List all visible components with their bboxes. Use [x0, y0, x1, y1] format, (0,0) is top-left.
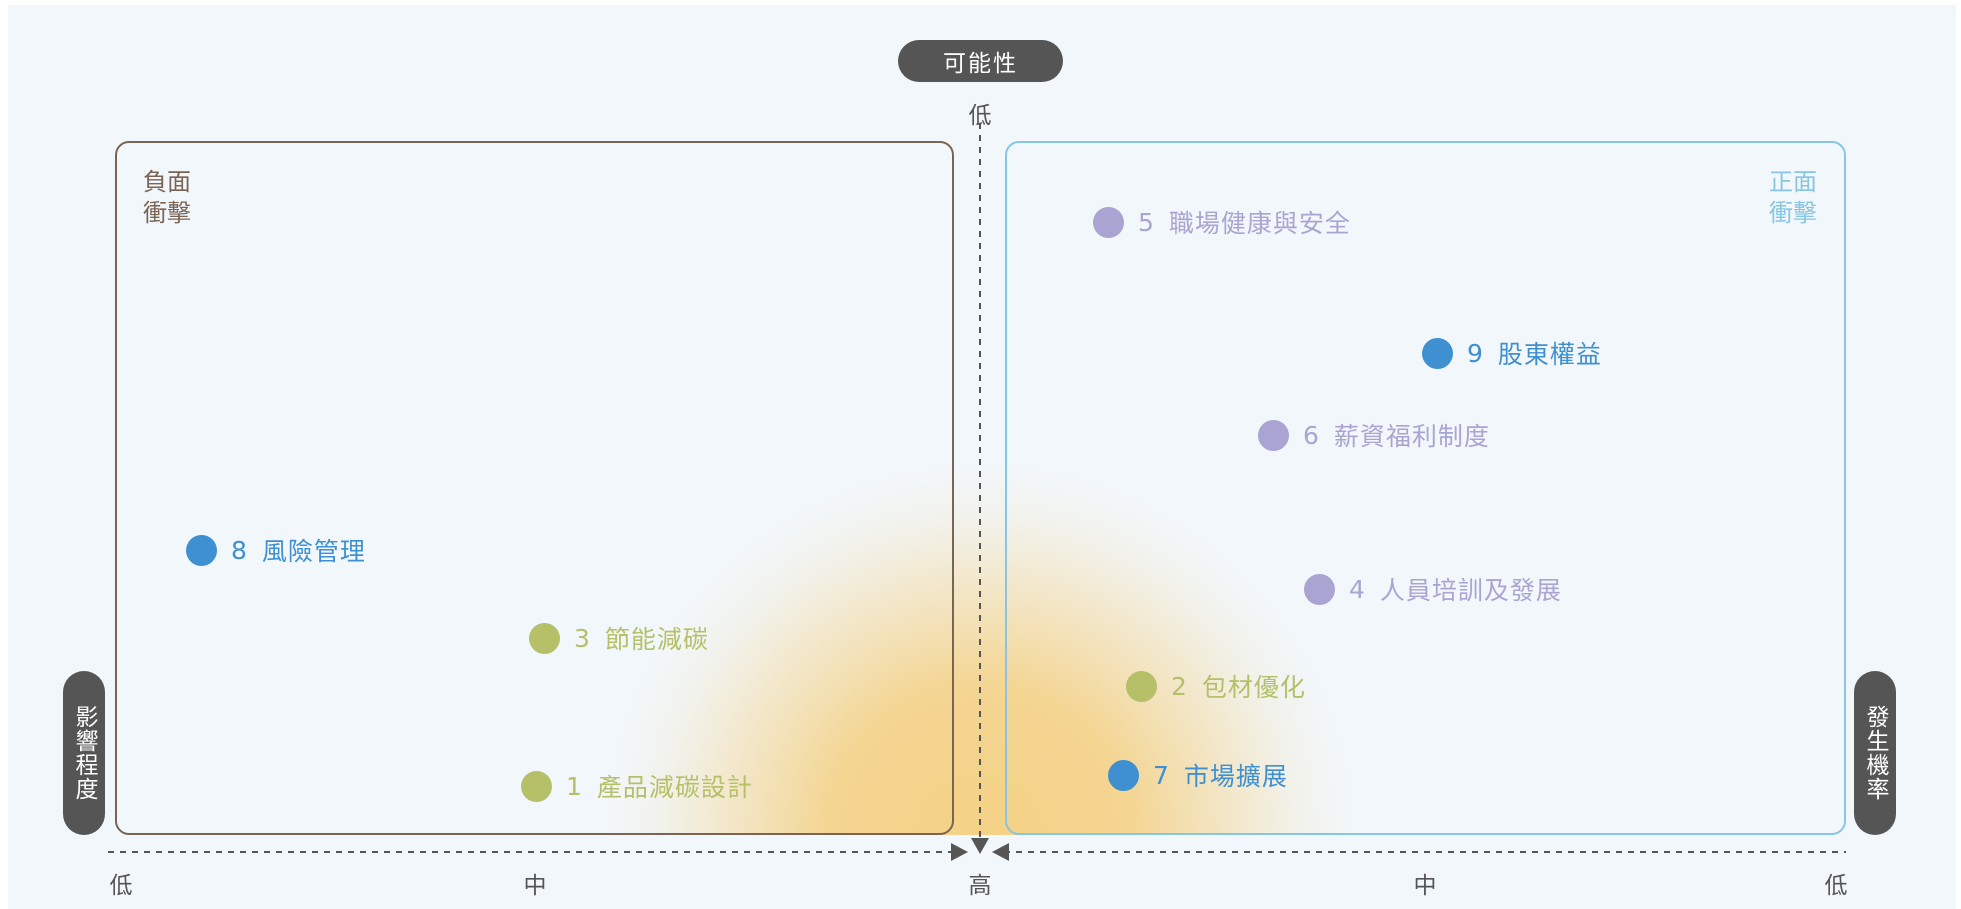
topic-item: 3 節能減碳 — [529, 620, 709, 656]
negative-impact-panel — [115, 141, 954, 835]
topic-item: 4 人員培訓及發展 — [1304, 571, 1562, 607]
bottom-tick-mid-right: 中 — [1413, 873, 1437, 899]
topic-dot — [521, 770, 552, 802]
bottom-tick-mid-left: 中 — [523, 873, 547, 899]
topic-name: 包材優化 — [1201, 673, 1306, 702]
positive-impact-label: 正面 衝擊 — [1769, 167, 1817, 229]
bottom-tick-high: 高 — [968, 873, 992, 899]
center-arrow-head — [971, 838, 989, 854]
topic-dot — [529, 622, 560, 654]
topic-name: 節能減碳 — [604, 625, 709, 654]
topic-number: 9 — [1467, 338, 1483, 368]
topic-item: 6 薪資福利制度 — [1258, 417, 1490, 453]
positive-label-line1: 正面 — [1769, 168, 1817, 196]
bottom-axis-left-arrow — [951, 843, 968, 861]
topic-number: 6 — [1303, 420, 1319, 450]
positive-impact-panel — [1005, 141, 1846, 835]
topic-dot — [1093, 206, 1124, 238]
positive-label-line2: 衝擊 — [1769, 199, 1817, 227]
topic-name: 市場擴展 — [1183, 762, 1288, 791]
topic-name: 薪資福利制度 — [1333, 422, 1490, 451]
topic-number: 4 — [1349, 574, 1365, 604]
topic-name: 產品減碳設計 — [596, 773, 753, 802]
topic-number: 8 — [231, 535, 247, 565]
topic-dot — [186, 534, 217, 566]
negative-label-line2: 衝擊 — [143, 199, 191, 227]
topic-number: 7 — [1153, 760, 1169, 790]
topic-dot — [1258, 419, 1289, 451]
top-tick-low: 低 — [968, 103, 992, 129]
bottom-tick-low-right: 低 — [1824, 873, 1848, 899]
topic-name: 風險管理 — [261, 537, 366, 566]
topic-item: 7 市場擴展 — [1108, 757, 1288, 793]
topic-number: 2 — [1171, 671, 1187, 701]
topic-item: 5 職場健康與安全 — [1093, 204, 1351, 240]
topic-number: 5 — [1138, 207, 1154, 237]
impact-degree-pill: 影響程度 — [63, 671, 105, 835]
topic-number: 1 — [566, 771, 582, 801]
topic-number: 3 — [574, 623, 590, 653]
topic-item: 8 風險管理 — [186, 532, 366, 568]
topic-name: 股東權益 — [1497, 340, 1602, 369]
topic-item: 1 產品減碳設計 — [521, 768, 753, 804]
probability-pill: 發生機率 — [1854, 671, 1896, 835]
topic-name: 人員培訓及發展 — [1379, 576, 1562, 605]
topic-name: 職場健康與安全 — [1168, 209, 1351, 238]
bottom-tick-low-left: 低 — [109, 873, 133, 899]
topic-item: 2 包材優化 — [1126, 668, 1306, 704]
topic-dot — [1108, 759, 1139, 791]
bottom-axis-right-arrow — [992, 843, 1009, 861]
topic-item: 9 股東權益 — [1422, 335, 1602, 371]
topic-dot — [1126, 670, 1157, 702]
negative-impact-label: 負面 衝擊 — [143, 167, 191, 229]
topic-dot — [1304, 573, 1335, 605]
likelihood-title-pill: 可能性 — [898, 40, 1063, 82]
topic-dot — [1422, 337, 1453, 369]
negative-label-line1: 負面 — [143, 168, 191, 196]
